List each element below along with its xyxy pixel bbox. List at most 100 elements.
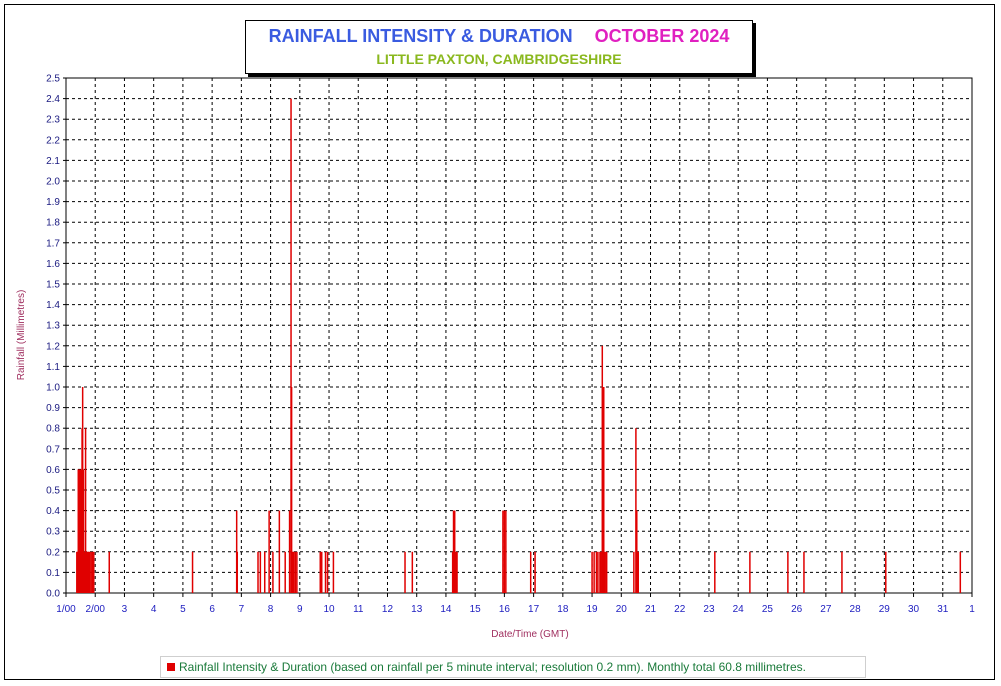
chart-title: RAINFALL INTENSITY & DURATION [268, 26, 573, 46]
rain-bar [326, 551, 329, 593]
legend: Rainfall Intensity & Duration (based on … [160, 656, 866, 678]
x-tick-label: 21 [645, 604, 657, 615]
rain-bar [284, 551, 286, 593]
x-tick-label: 24 [733, 604, 745, 615]
rain-bar [84, 428, 87, 593]
rain-bar [268, 510, 270, 593]
x-tick-label: 31 [937, 604, 949, 615]
rain-bar [503, 510, 506, 593]
rain-bar [529, 551, 532, 593]
rain-bar [91, 551, 94, 593]
x-tick-label: 15 [470, 604, 482, 615]
y-tick-label: 2.5 [46, 74, 60, 85]
y-tick-label: 2.2 [46, 135, 60, 146]
x-tick-label: 16 [499, 604, 511, 615]
x-tick-label: 14 [440, 604, 452, 615]
rain-bar [601, 345, 604, 593]
rain-bar [595, 551, 598, 593]
rain-bar [272, 551, 274, 593]
rain-bar [787, 551, 789, 593]
rain-bar [76, 551, 78, 593]
bars [76, 98, 962, 593]
y-tick-label: 0.5 [46, 486, 60, 497]
y-tick-label: 2.1 [46, 156, 60, 167]
x-axis-ticks: 1/00 2/00 3 4 5 6 7 8 9 10 11 12 13 14 15 16 17 18 19 20 21 2… [56, 593, 975, 615]
x-tick-label: 30 [908, 604, 920, 615]
x-tick-label: 17 [528, 604, 540, 615]
x-tick-label: 2/00 [85, 604, 105, 615]
rain-bar [404, 551, 406, 593]
x-tick-label: 26 [791, 604, 803, 615]
rain-bar [257, 551, 259, 593]
y-tick-label: 0.0 [46, 589, 60, 600]
rain-bar [455, 551, 457, 593]
plot-area-border [65, 77, 973, 594]
rain-bar [749, 551, 751, 593]
rain-bar [319, 551, 322, 593]
x-tick-label: 11 [353, 604, 364, 615]
y-tick-label: 1.5 [46, 280, 60, 291]
rain-bar [108, 551, 111, 593]
x-tick-label: 20 [616, 604, 628, 615]
rain-bar [294, 551, 297, 593]
rain-bar [841, 551, 843, 593]
x-tick-label: 25 [762, 604, 774, 615]
x-tick-label: 3 [122, 604, 128, 615]
rain-bar [77, 469, 80, 593]
y-tick-label: 2.4 [46, 94, 60, 105]
rain-bar [637, 551, 639, 593]
x-tick-label: 1/00 [56, 604, 76, 615]
legend-swatch [167, 663, 175, 671]
x-tick-label: 5 [180, 604, 186, 615]
rain-bar [86, 551, 88, 593]
y-tick-label: 1.9 [46, 197, 60, 208]
rain-bar [451, 551, 454, 593]
rain-bar [324, 551, 327, 593]
rain-bar [597, 551, 599, 593]
rain-bar [293, 551, 295, 593]
rain-bar [603, 387, 605, 593]
x-tick-label: 27 [820, 604, 832, 615]
rain-bar [93, 551, 95, 593]
rain-bar [291, 551, 294, 593]
x-tick-label: 28 [850, 604, 862, 615]
y-tick-label: 1.2 [46, 341, 60, 352]
y-tick-label: 2.3 [46, 115, 60, 126]
rain-bar [600, 551, 602, 593]
y-tick-label: 0.9 [46, 403, 60, 414]
y-tick-label: 2.0 [46, 177, 60, 188]
rain-bar [502, 510, 504, 593]
rain-bar [604, 551, 606, 593]
rain-bar [288, 510, 291, 593]
x-tick-label: 8 [268, 604, 274, 615]
rain-bar [87, 551, 90, 593]
rain-bar [191, 551, 194, 593]
rain-bar [290, 387, 293, 593]
x-tick-label: 4 [151, 604, 157, 615]
y-tick-label: 0.8 [46, 424, 60, 435]
y-tick-label: 0.1 [46, 568, 60, 579]
x-tick-label: 19 [587, 604, 599, 615]
y-tick-label: 1.7 [46, 238, 60, 249]
y-tick-label: 1.6 [46, 259, 60, 270]
rain-bar [633, 551, 635, 593]
y-tick-label: 1.8 [46, 218, 60, 229]
x-tick-label: 22 [674, 604, 686, 615]
rain-bar [456, 551, 458, 593]
rain-bar [885, 551, 887, 593]
rain-bar [263, 551, 266, 593]
x-tick-label: 9 [297, 604, 303, 615]
rain-bar [236, 551, 239, 593]
x-tick-label: 23 [703, 604, 715, 615]
x-tick-label: 1 [969, 604, 975, 615]
chart-month: OCTOBER 2024 [594, 26, 730, 46]
y-tick-label: 0.2 [46, 547, 60, 558]
rain-bar [88, 551, 91, 593]
legend-label: Rainfall Intensity & Duration (based on … [179, 660, 806, 674]
rain-bar [332, 551, 335, 593]
y-tick-label: 0.3 [46, 527, 60, 538]
chart-location: LITTLE PAXTON, CAMBRIDGESHIRE [376, 51, 622, 67]
rain-bar [290, 98, 292, 593]
rain-bar [411, 551, 414, 593]
